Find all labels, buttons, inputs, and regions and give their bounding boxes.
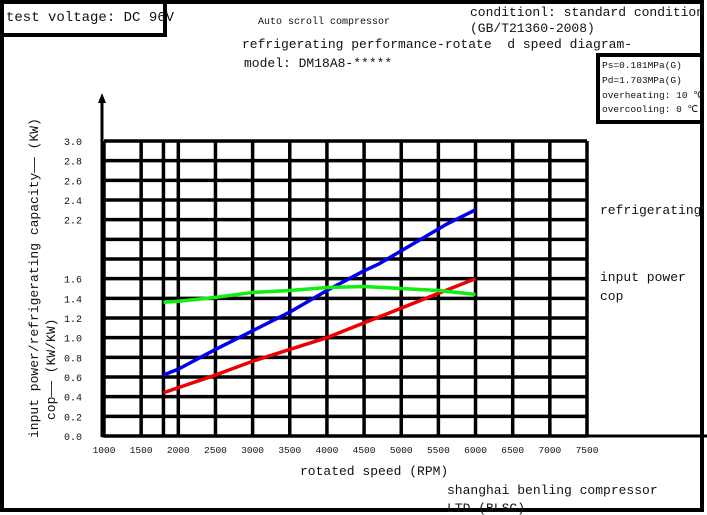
x-axis-label: rotated speed (RPM): [300, 464, 448, 479]
y-tick-label: 2.4: [64, 197, 82, 208]
product-name: Auto scroll compressor: [258, 16, 390, 28]
y-tick-labels: 0.0 0.2 0.4 0.6 0.8 1.0 1.2 1.4 1.6 2.2 2.4 2.6 2.8 3…: [64, 138, 82, 444]
y-tick-label: 1.4: [64, 295, 82, 306]
x-tick-label: 1500: [130, 445, 153, 456]
series-lines: [162, 208, 477, 395]
x-tick-label: 6500: [501, 445, 524, 456]
company-line1: shanghai benling compressor: [447, 483, 658, 498]
y-tick-label: 1.6: [64, 276, 82, 287]
test-voltage: test voltage: DC 96V: [6, 10, 175, 26]
x-tick-label: 3500: [278, 445, 301, 456]
series-line-refrigerating-capacity: [162, 208, 477, 377]
x-tick-label: 5500: [427, 445, 450, 456]
ps-value: Ps=0.181MPa(G): [602, 60, 682, 71]
y-tick-label: 2.8: [64, 158, 82, 169]
x-tick-labels: 1000 1500 2000 2500 3000 3500 4000 4500 5000 5500…: [93, 445, 599, 456]
overcooling-value: overcooling: 0 ℃: [602, 104, 699, 115]
y-tick-label: 1.2: [64, 315, 82, 326]
x-tick-label: 7500: [576, 445, 599, 456]
y-tick-label: 0.2: [64, 413, 82, 424]
x-tick-label: 3000: [241, 445, 264, 456]
y-tick-label: 0.6: [64, 374, 82, 385]
condition-line2: (GB/T21360-2008): [470, 21, 595, 36]
y-axis-label-cop: cop—— (KW/KW): [44, 319, 59, 420]
x-tick-label: 2500: [204, 445, 227, 456]
y-tick-label: 0.8: [64, 354, 82, 365]
series-line-cop: [163, 284, 476, 305]
legend-cop: cop: [600, 289, 623, 304]
y-tick-label: 0.4: [64, 394, 82, 405]
y-axis-arrow-icon: [98, 93, 106, 103]
y-axis-label: input power/refrigerating capacity—— (KW…: [27, 118, 42, 438]
x-tick-label: 5000: [390, 445, 413, 456]
x-tick-label: 6000: [464, 445, 487, 456]
condition-line1: conditionl: standard condition: [470, 5, 704, 20]
y-tick-label: 2.2: [64, 217, 82, 228]
model: model: DM18A8-*****: [244, 56, 392, 71]
y-tick-label: 3.0: [64, 138, 82, 149]
x-tick-label: 4500: [353, 445, 376, 456]
test-voltage-box: [0, 0, 167, 37]
pd-value: Pd=1.703MPa(G): [602, 75, 682, 86]
x-tick-label: 7000: [538, 445, 561, 456]
legend-refrigerating-capacity: refrigerating capacity: [600, 203, 707, 218]
y-tick-label: 2.6: [64, 177, 82, 188]
y-tick-label: 1.0: [64, 335, 82, 346]
legend-input-power: input power: [600, 270, 686, 285]
diagram-title: refrigerating performance-rotate d speed…: [242, 37, 632, 52]
series-line-input-power: [162, 277, 477, 395]
x-tick-label: 1000: [93, 445, 116, 456]
x-tick-label: 2000: [167, 445, 190, 456]
company-line2: LTD (BLSC): [447, 501, 525, 515]
conditions-box: [596, 53, 704, 124]
y-tick-label: 0.0: [64, 433, 82, 444]
x-tick-label: 4000: [316, 445, 339, 456]
overheating-value: overheating: 10 ℃: [602, 90, 704, 101]
